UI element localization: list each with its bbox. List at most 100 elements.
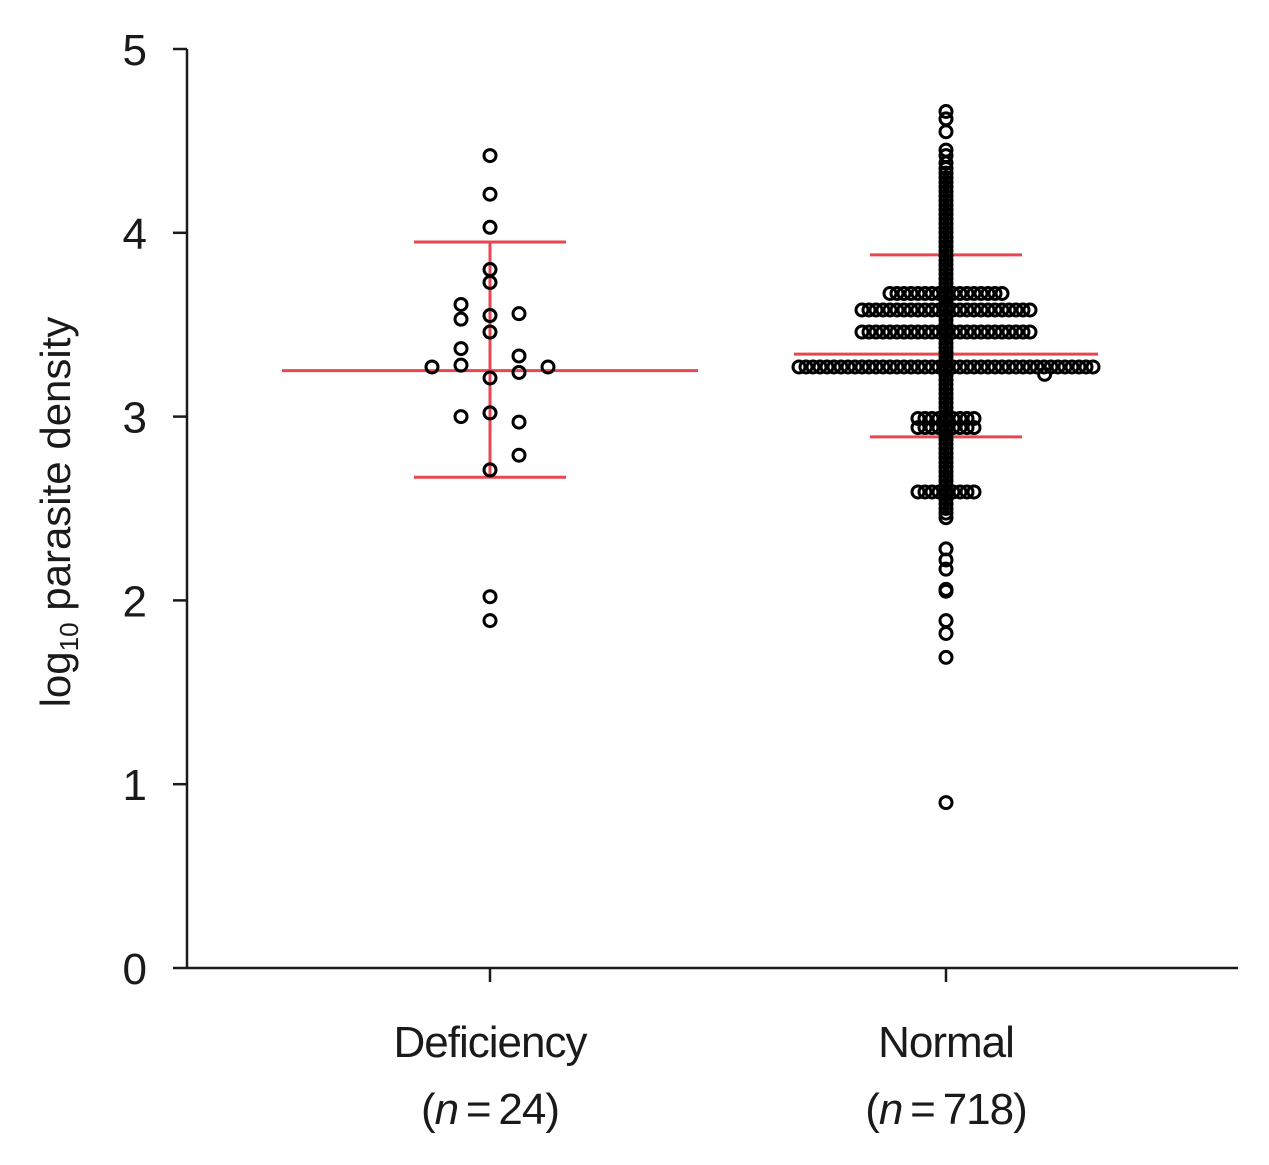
data-point [938,390,954,406]
data-point [959,484,975,500]
data-point [938,202,954,218]
data-point [1015,302,1031,318]
data-point [917,359,933,375]
data-point [938,381,954,397]
data-point [959,324,975,340]
data-point [924,324,940,340]
data-point [896,359,912,375]
data-point [938,505,954,521]
data-point [938,206,954,222]
data-point [1036,359,1052,375]
data-point [910,359,926,375]
data-point [917,324,933,340]
y-axis-title: log10 parasite density [32,317,84,708]
data-point [482,589,498,605]
data-point [938,324,954,340]
data-point [938,271,954,287]
data-point [903,324,919,340]
data-point [1022,302,1038,318]
data-point [938,455,954,471]
data-point [938,266,954,282]
data-point [840,359,856,375]
data-point [938,649,954,665]
data-point [938,211,954,227]
data-point [931,420,947,436]
data-point [482,308,498,324]
data-point [938,155,954,171]
data-point [945,302,961,318]
data-point [882,285,898,301]
data-point [952,410,968,426]
data-point [966,484,982,500]
data-point [959,302,975,318]
data-point [966,324,982,340]
data-point [938,170,954,186]
data-point [980,302,996,318]
data-point [903,359,919,375]
data-point [994,302,1010,318]
data-point [938,197,954,213]
y-tick-label: 1 [123,761,147,810]
data-point [938,450,954,466]
data-point [994,324,1010,340]
data-point [966,285,982,301]
category-label: Deficiency [394,1018,588,1067]
data-point [910,285,926,301]
data-point [952,302,968,318]
data-point [453,311,469,327]
data-point [931,410,947,426]
data-point [868,302,884,318]
category-label: Normal [878,1018,1014,1067]
data-point [966,420,982,436]
data-point [482,462,498,478]
data-point [938,183,954,199]
y-tick-label: 5 [123,26,147,75]
data-point [875,324,891,340]
data-point [889,285,905,301]
data-point [938,285,954,301]
data-point [805,359,821,375]
data-point [938,239,954,255]
data-point [924,410,940,426]
data-point [994,359,1010,375]
data-point [987,285,1003,301]
data-point [511,364,527,380]
data-point [482,274,498,290]
data-point [938,464,954,480]
data-point [938,216,954,232]
data-point [938,243,954,259]
data-point [938,445,954,461]
data-point [1078,359,1094,375]
data-point [903,302,919,318]
data-point [896,324,912,340]
data-point [896,302,912,318]
data-point [482,370,498,386]
data-point [938,552,954,568]
data-point [938,795,954,811]
data-point [854,359,870,375]
data-point [882,302,898,318]
data-point [952,324,968,340]
data-point [910,420,926,436]
data-point [980,359,996,375]
data-point [966,302,982,318]
data-point [424,359,440,375]
data-point [938,252,954,268]
data-point [833,359,849,375]
data-point [868,324,884,340]
data-point [952,484,968,500]
data-point [791,359,807,375]
data-point [1064,359,1080,375]
data-point [453,341,469,357]
data-point [1022,359,1038,375]
data-point [938,436,954,452]
data-point [910,410,926,426]
data-point [1057,359,1073,375]
data-point [945,285,961,301]
data-point [511,306,527,322]
data-point [980,324,996,340]
data-point [994,285,1010,301]
data-point [938,124,954,140]
data-point [938,340,954,356]
data-point [924,484,940,500]
